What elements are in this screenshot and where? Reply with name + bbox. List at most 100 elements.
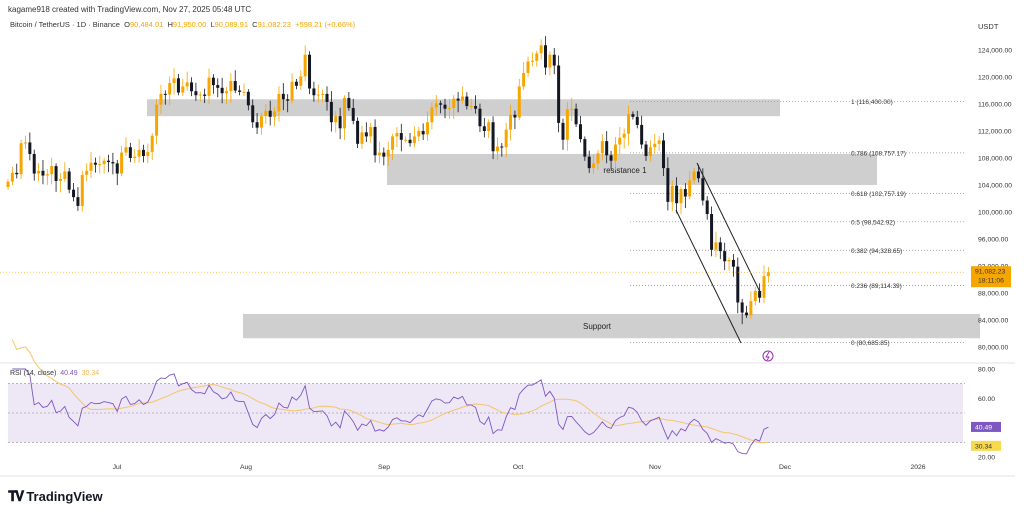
rsi-line (12, 368, 769, 455)
lightning-icon (762, 350, 774, 362)
candle-body (163, 93, 167, 95)
candle-body (745, 312, 749, 316)
fib-label: 0.618 (102,757.19) (851, 191, 906, 198)
candle-body (609, 155, 613, 161)
candle-body (351, 108, 355, 121)
candle-body (299, 76, 303, 86)
candle-body (54, 166, 58, 181)
rsi-ma-box (971, 440, 1001, 451)
fib-label: 1 (116,400.00) (851, 99, 893, 106)
candle-body (548, 54, 552, 68)
date-tick: 2026 (910, 464, 925, 471)
candle-body (557, 65, 561, 123)
price-tick: 84,000.00 (978, 318, 1008, 325)
candle-body (482, 126, 486, 131)
candle-body (146, 151, 150, 156)
symbol-legend: Bitcoin / TetherUS · 1D · Binance O90,48… (10, 20, 356, 29)
candle-body (316, 94, 320, 96)
candle-body (412, 136, 416, 144)
price-tick: 96,000.00 (978, 237, 1008, 244)
candle-body (696, 171, 700, 179)
candle-body (530, 60, 534, 62)
candle-body (342, 97, 346, 129)
candle-body (286, 99, 290, 101)
fib-label: 0.5 (98,542.92) (851, 219, 895, 226)
rsi-tick: 20.00 (978, 455, 995, 462)
rsi-ma-label: 30.34 (975, 443, 992, 450)
rsi-ma-value: 30.34 (81, 370, 100, 377)
candle-body (679, 189, 683, 204)
candle-body (373, 126, 377, 156)
candle-body (605, 141, 609, 156)
candle-body (504, 129, 508, 148)
candle-body (89, 162, 93, 171)
candle-body (19, 143, 23, 175)
lightning-icon-bolt (765, 351, 770, 361)
candle-body (692, 171, 696, 181)
candle-body (150, 135, 154, 152)
candle-body (268, 110, 272, 117)
candle-body (72, 189, 76, 198)
candle-body (23, 142, 27, 144)
candle-body (718, 242, 722, 252)
candle-body (666, 168, 670, 202)
current-price-box (971, 266, 1011, 288)
candle-body (159, 93, 163, 105)
candle-body (141, 149, 145, 156)
price-tick: 116,000.00 (978, 102, 1012, 109)
candle-body (15, 172, 19, 175)
candle-body (168, 83, 172, 95)
candle-body (58, 178, 62, 181)
candle-body (522, 72, 526, 87)
candle-body (469, 106, 473, 108)
candle-body (198, 94, 202, 96)
candle-body (312, 88, 316, 96)
candle-body (644, 144, 648, 156)
candle-body (334, 116, 338, 123)
candle-body (386, 149, 390, 157)
candle-body (229, 81, 233, 92)
candle-body (710, 214, 714, 250)
candle-body (369, 126, 373, 137)
candle-body (325, 93, 329, 102)
candle-body (102, 160, 106, 165)
price-tick: 80,000.00 (978, 345, 1008, 352)
candle-body (264, 110, 268, 117)
close-value: 91,082.23 (257, 20, 291, 29)
fib-label: 0 (80,685.85) (851, 340, 890, 347)
candle-body (561, 122, 565, 140)
candle-body (395, 133, 399, 137)
candle-body (447, 108, 451, 110)
candle-body (443, 104, 447, 109)
candle-body (321, 93, 325, 95)
candle-body (185, 82, 189, 87)
candle-body (452, 98, 456, 109)
candle-body (535, 53, 539, 61)
currency-label: USDT (978, 22, 999, 31)
candle-body (583, 139, 587, 157)
candle-body (28, 142, 32, 154)
candle-body (220, 87, 224, 94)
rsi-tick: 80.00 (978, 367, 995, 374)
candle-body (500, 146, 504, 148)
candle-body (338, 116, 342, 129)
candle-body (308, 54, 312, 89)
candle-body (203, 94, 207, 96)
candle-body (635, 116, 639, 125)
channel-line-lower (675, 209, 742, 344)
candle-body (76, 197, 80, 206)
candle-body (456, 98, 460, 101)
candle-body (155, 104, 159, 136)
candle-body (120, 152, 124, 174)
candle-body (539, 45, 543, 54)
candle-body (356, 120, 360, 144)
symbol-name: Bitcoin / TetherUS · 1D · Binance (10, 20, 120, 29)
price-tick: 124,000.00 (978, 48, 1012, 55)
candle-body (683, 189, 687, 197)
zone-label: Support (583, 322, 612, 331)
candle-body (404, 139, 408, 141)
price-tick: 108,000.00 (978, 156, 1012, 163)
zone-label: resistance 1 (603, 166, 647, 175)
candle-body (762, 276, 766, 298)
